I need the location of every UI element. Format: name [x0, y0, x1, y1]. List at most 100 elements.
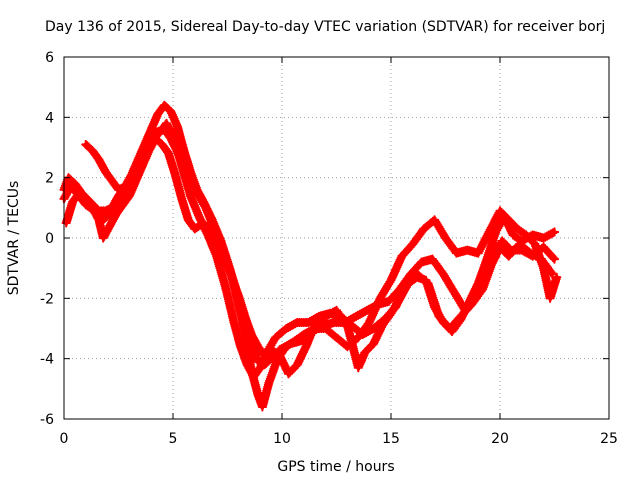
y-tick-label: -6 [40, 412, 54, 428]
data-point [550, 272, 555, 277]
grid-lines [64, 57, 609, 419]
data-point [155, 112, 160, 117]
data-point [486, 229, 492, 235]
data-point [371, 326, 376, 331]
data-point [386, 299, 391, 304]
data-point [388, 311, 394, 316]
data-point [140, 163, 145, 168]
data-point [90, 148, 95, 153]
data-point [77, 190, 82, 195]
tick-labels: 0 5 10 15 20 25 -6 -4 -2 0 2 4 6 [40, 50, 618, 447]
data-point [541, 244, 546, 250]
data-point [406, 281, 411, 286]
data-point [242, 332, 248, 337]
data-point [541, 235, 546, 241]
data-point [153, 136, 158, 141]
data-point [356, 365, 361, 370]
data-point [334, 308, 339, 313]
data-point [410, 241, 415, 247]
y-tick-label: 4 [45, 110, 54, 126]
data-point [532, 241, 538, 247]
data-point [441, 320, 446, 325]
data-point [201, 199, 206, 204]
data-point [443, 235, 448, 241]
data-point [96, 217, 102, 223]
data-point [467, 299, 472, 304]
data-point [441, 272, 446, 277]
data-point [458, 317, 463, 322]
data-point [500, 238, 505, 244]
series-track-4 [61, 133, 560, 379]
data-point [63, 220, 69, 226]
data-point [181, 148, 187, 153]
data-point [323, 326, 328, 331]
data-point [415, 275, 420, 280]
data-point [502, 214, 507, 220]
data-point [388, 278, 394, 283]
data-point [547, 296, 553, 301]
data-point [497, 208, 503, 213]
data-point [238, 344, 243, 349]
data-point [157, 130, 163, 135]
data-point [364, 308, 370, 313]
y-tick-label: -4 [40, 352, 54, 368]
data-point [454, 250, 459, 256]
chart-title: Day 136 of 2015, Sidereal Day-to-day VTE… [45, 19, 605, 35]
data-point [149, 127, 154, 132]
data-point [277, 353, 282, 358]
y-axis-label: SDTVAR / TECUs [6, 181, 22, 296]
data-point [380, 323, 385, 328]
y-tick-label: 0 [45, 231, 54, 247]
data-point [510, 232, 516, 238]
plus-markers [61, 133, 560, 379]
data-point [480, 287, 485, 292]
data-point [83, 142, 89, 147]
data-point [72, 181, 78, 186]
x-tick-label: 0 [60, 431, 69, 447]
data-point [292, 338, 298, 343]
data-point [371, 341, 376, 346]
data-point [236, 293, 241, 298]
data-point [70, 199, 75, 204]
data-point [273, 335, 278, 340]
data-point [260, 404, 265, 410]
data-point [295, 362, 300, 367]
data-point [530, 232, 535, 238]
data-point [231, 320, 237, 325]
data-point [423, 278, 429, 283]
data-point [552, 229, 557, 235]
data-point [449, 329, 455, 334]
y-tick-label: 6 [45, 50, 54, 66]
data-point [528, 250, 533, 256]
data-point [218, 247, 224, 253]
data-point [129, 172, 134, 177]
data-point [103, 169, 108, 174]
data-point [146, 148, 152, 153]
x-tick-label: 5 [169, 431, 178, 447]
data-point [249, 332, 254, 337]
x-tick-label: 20 [491, 431, 509, 447]
y-tick-label: -2 [40, 291, 54, 307]
data-series [59, 100, 562, 412]
data-point [397, 296, 402, 301]
data-point [452, 290, 457, 295]
x-tick-label: 15 [382, 431, 400, 447]
data-point [192, 226, 197, 232]
data-point [107, 223, 113, 229]
data-point [506, 253, 511, 259]
data-point [142, 142, 147, 147]
data-point [120, 202, 126, 207]
data-point [210, 217, 215, 223]
data-point [242, 314, 248, 319]
data-point [255, 344, 261, 349]
data-point [210, 232, 215, 238]
data-point [68, 184, 73, 189]
data-point [168, 109, 173, 114]
data-point [175, 124, 180, 129]
data-point [188, 193, 193, 198]
data-point [90, 205, 95, 210]
data-point [430, 256, 435, 262]
data-point [554, 275, 559, 280]
data-point [345, 323, 350, 328]
